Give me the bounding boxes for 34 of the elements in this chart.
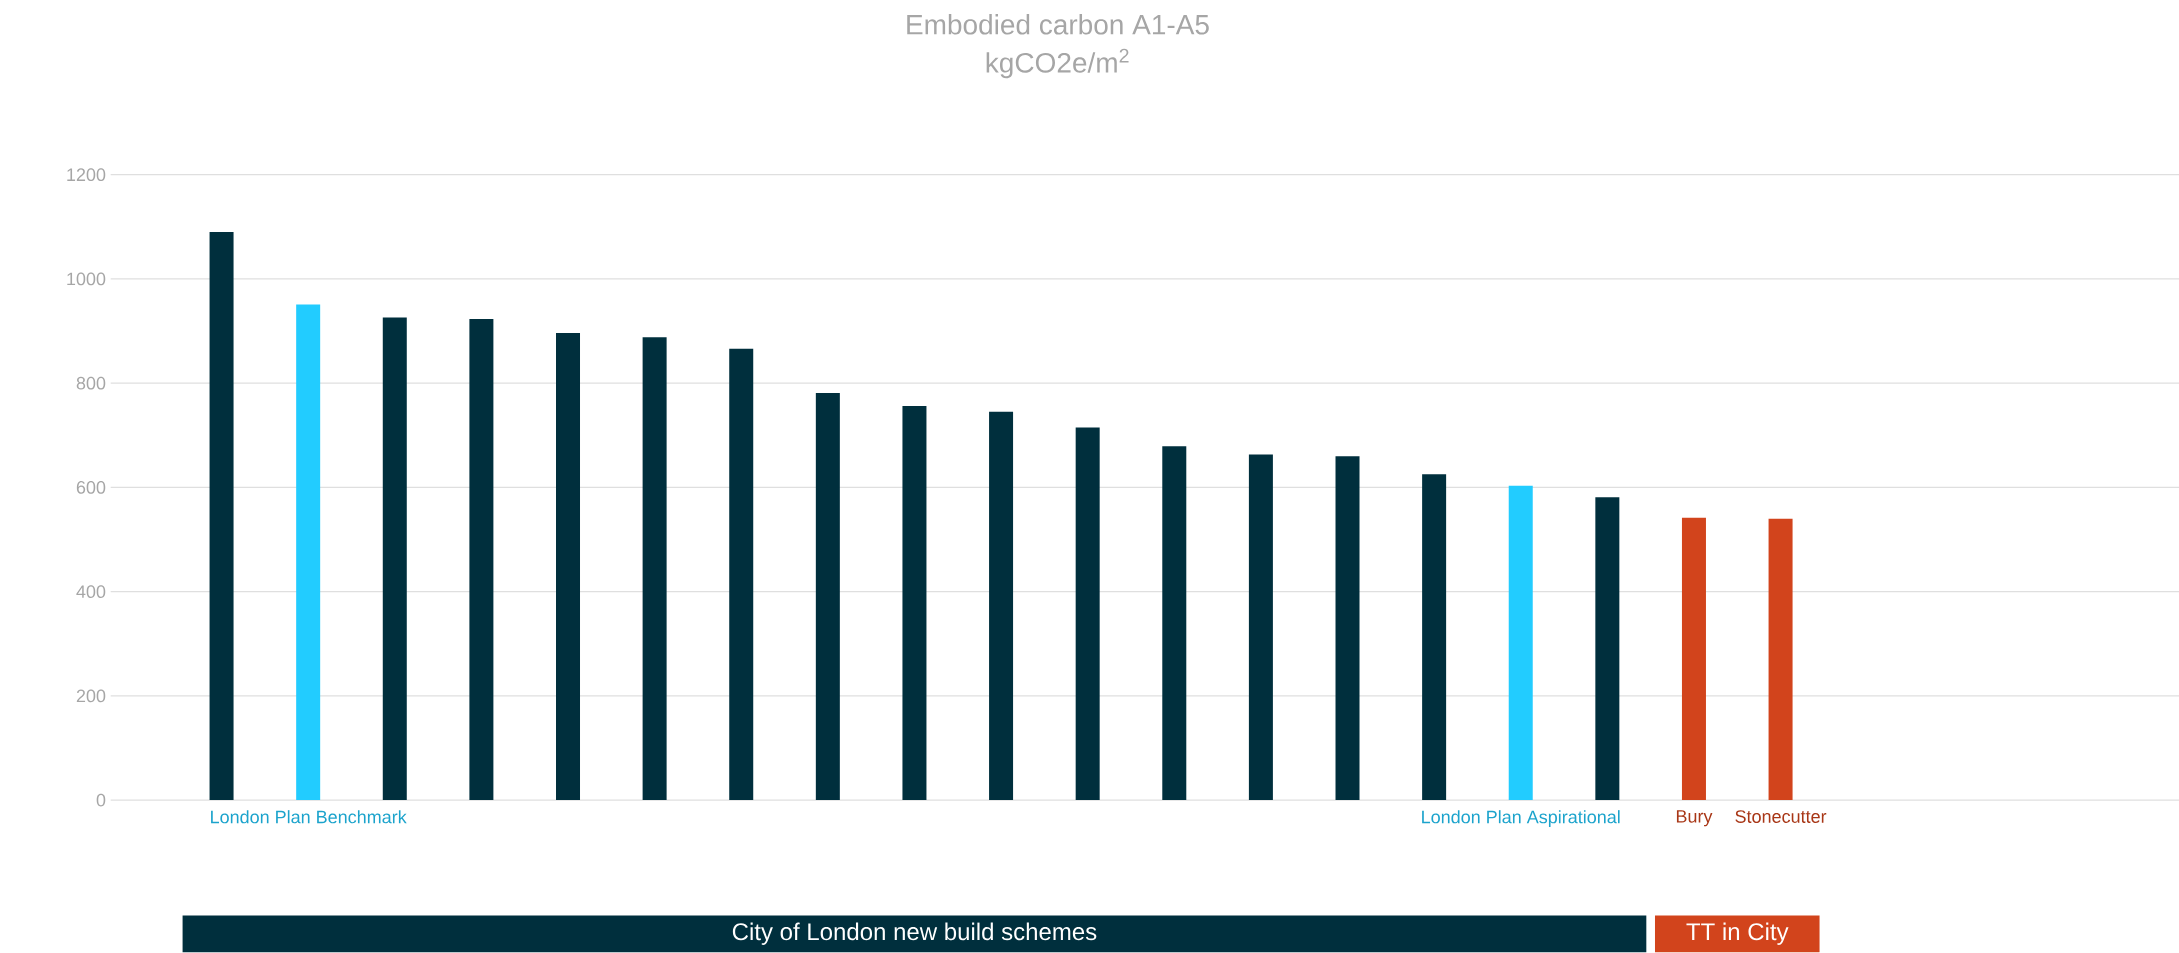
y-tick-label: 1000: [67, 272, 106, 286]
bar: [209, 231, 234, 800]
bar: [729, 348, 754, 800]
bar: [989, 411, 1014, 800]
chart-subtitle: kgCO2e/m$^{2}$: [986, 48, 1129, 79]
text: City of London new build schemes: [732, 922, 1097, 945]
bar: [1508, 485, 1533, 800]
bar: [1335, 455, 1360, 800]
bar: [1681, 517, 1706, 800]
text: TT in City: [1686, 922, 1789, 945]
x-tick-label: London Plan Benchmark: [211, 809, 407, 824]
bar: [1162, 445, 1187, 800]
y-tick-label: 200: [76, 689, 106, 702]
bar: [902, 405, 927, 800]
x-tick-label: Stonecutter: [1735, 809, 1827, 823]
bar: [642, 337, 667, 800]
bar: [1768, 518, 1793, 800]
bar: [1075, 427, 1100, 800]
chart-title: Embodied carbon A1-A5: [907, 13, 1209, 35]
bar: [1595, 497, 1620, 800]
bar: [469, 318, 494, 800]
bar: [382, 317, 407, 800]
x-tick-label: London Plan Aspirational: [1422, 809, 1620, 827]
y-tick-label: 800: [76, 376, 106, 390]
y-tick-label: 0: [96, 793, 106, 807]
bar: [296, 304, 321, 800]
bar: [556, 332, 581, 800]
x-tick-label: Bury: [1676, 809, 1713, 827]
bar: [1248, 454, 1273, 800]
y-tick-label: 400: [76, 585, 106, 598]
y-tick-label: 1200: [67, 168, 106, 181]
bar: [815, 392, 840, 800]
bar: [1422, 474, 1447, 800]
y-tick-label: 600: [76, 480, 106, 494]
